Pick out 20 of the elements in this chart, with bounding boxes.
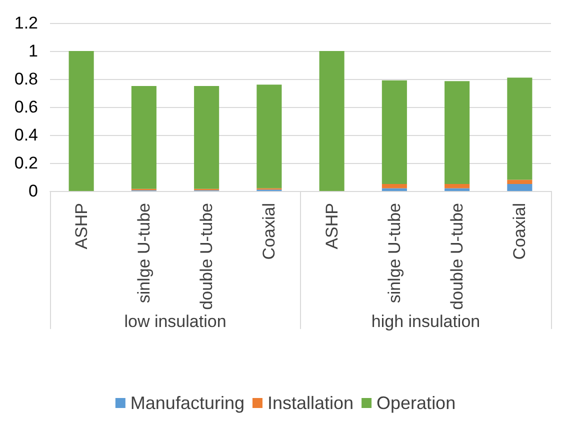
y-tick-label: 0.2 — [14, 154, 38, 172]
legend-label: Operation — [376, 393, 456, 413]
y-tick-label: 1 — [28, 42, 38, 60]
x-tick-label: Coaxial — [260, 203, 279, 260]
y-tick-label: 0.8 — [14, 70, 38, 88]
text: high insulation — [371, 312, 480, 331]
y-tick-label: 1.2 — [14, 14, 38, 32]
x-tick-label: sinlge U-tube — [384, 203, 404, 304]
x-tick-label: sinlge U-tube — [134, 203, 154, 304]
y-tick-label: 0 — [28, 182, 38, 200]
y-tick-label: 0.4 — [14, 126, 38, 144]
legend-label: Manufacturing — [130, 393, 244, 413]
x-tick-label: double U-tube — [197, 203, 216, 310]
x-tick-label: ASHP — [72, 203, 91, 250]
legend-label: Installation — [267, 393, 354, 413]
y-tick-label: 0.6 — [14, 98, 38, 116]
text: low insulation — [124, 312, 226, 331]
x-tick-label: Coaxial — [510, 203, 530, 260]
x-tick-label: ASHP — [322, 203, 342, 250]
x-tick-label: double U-tube — [448, 203, 467, 310]
